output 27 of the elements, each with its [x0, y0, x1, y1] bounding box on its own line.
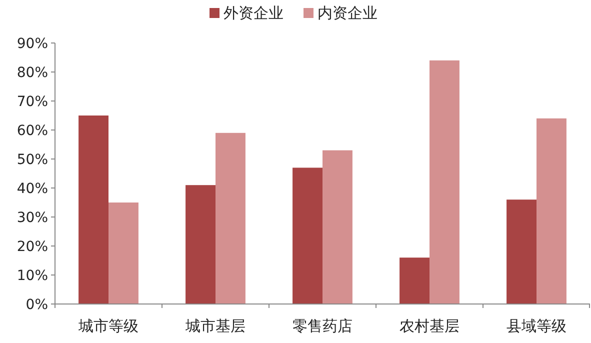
bar: [186, 185, 216, 304]
x-tick-label: 农村基层: [400, 317, 460, 335]
y-tick-label: 10%: [16, 268, 48, 284]
bar: [506, 200, 536, 304]
bar: [400, 258, 430, 304]
legend-label: 外资企业: [224, 4, 284, 22]
y-tick-label: 50%: [16, 152, 48, 168]
bar: [78, 116, 108, 304]
y-tick-label: 90%: [16, 36, 48, 52]
y-tick-label: 70%: [16, 94, 48, 110]
bar: [430, 60, 460, 304]
y-tick-label: 60%: [16, 123, 48, 139]
bar: [216, 132, 246, 304]
y-tick-label: 40%: [16, 181, 48, 197]
bar: [536, 118, 566, 304]
legend-label: 内资企业: [318, 4, 378, 22]
bar: [108, 202, 138, 304]
x-tick-label: 县域等级: [506, 317, 566, 335]
x-tick-label: 城市基层: [184, 317, 246, 335]
y-tick-label: 30%: [16, 210, 48, 226]
y-tick-label: 0%: [26, 297, 48, 313]
bar: [322, 150, 352, 304]
y-tick-label: 20%: [16, 239, 48, 255]
x-tick-label: 零售药店: [292, 317, 352, 335]
y-tick-label: 80%: [16, 65, 48, 81]
bar: [292, 168, 322, 304]
x-tick-label: 城市等级: [78, 317, 138, 335]
